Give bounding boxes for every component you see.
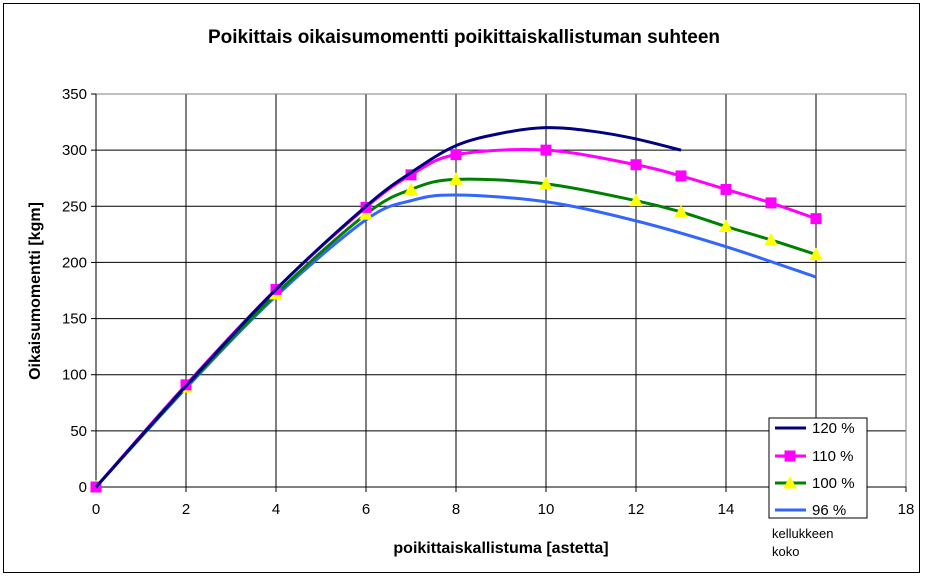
legend-note-line: kellukkeen	[772, 526, 833, 541]
legend-box	[768, 417, 868, 519]
legend-entry: 110 %	[775, 448, 853, 465]
legend-entry: 96 %	[775, 502, 846, 519]
grid	[96, 94, 906, 487]
data-point	[720, 183, 732, 195]
legend-label: 96 %	[812, 502, 846, 519]
y-tick-label: 200	[62, 254, 87, 271]
y-tick-label: 100	[62, 367, 87, 384]
data-point	[719, 219, 733, 232]
data-point	[630, 159, 642, 171]
series-layer	[89, 126, 823, 493]
y-tick-label: 0	[79, 479, 87, 496]
data-point	[674, 204, 688, 218]
data-point	[449, 172, 463, 185]
data-point	[675, 170, 687, 182]
y-tick-label: 350	[62, 86, 87, 103]
data-point	[765, 197, 777, 209]
legend: 120 % 110 % 100 % 96 %	[768, 417, 868, 519]
data-point	[810, 213, 822, 225]
x-tick-label: 0	[92, 501, 100, 518]
series-0	[94, 126, 682, 488]
x-tick-label: 10	[538, 501, 555, 518]
data-point	[450, 149, 462, 161]
legend-note-line: koko	[772, 544, 799, 559]
chart-title: Poikittais oikaisumomentti poikittaiskal…	[208, 27, 720, 48]
legend-marker	[783, 475, 797, 489]
data-point	[540, 144, 552, 156]
chart-frame	[3, 3, 920, 573]
y-tick-label: 50	[70, 423, 87, 440]
legend-label: 100 %	[812, 475, 855, 492]
data-point	[629, 193, 643, 207]
x-tick-label: 12	[628, 501, 645, 518]
y-tick-label: 150	[62, 311, 87, 328]
legend-entry: 100 %	[775, 475, 855, 492]
x-tick-label: 2	[182, 501, 190, 518]
x-tick-label: 18	[898, 501, 915, 518]
data-point	[359, 207, 373, 220]
x-tick-label: 4	[272, 501, 280, 518]
x-tick-label: 8	[452, 501, 460, 518]
data-point	[404, 182, 418, 195]
axes: 024681012141618050100150200250300350	[62, 86, 914, 518]
y-tick-label: 300	[62, 142, 87, 159]
series-line	[94, 126, 682, 488]
legend-note: kellukkeen koko	[772, 526, 833, 559]
legend-marker	[784, 450, 796, 462]
series-2	[89, 172, 823, 493]
data-point	[764, 232, 778, 246]
x-tick-label: 14	[718, 501, 735, 518]
legend-label: 120 %	[812, 420, 855, 437]
y-tick-label: 250	[62, 198, 87, 215]
y-axis-title: Oikaisumomentti [kgm]	[27, 202, 44, 380]
data-point	[539, 176, 553, 190]
data-point	[809, 247, 823, 261]
legend-label: 110 %	[812, 448, 853, 465]
legend-entry: 120 %	[775, 420, 855, 437]
x-tick-label: 6	[362, 501, 370, 518]
x-axis-title: poikittaiskallistuma [astetta]	[393, 540, 608, 557]
